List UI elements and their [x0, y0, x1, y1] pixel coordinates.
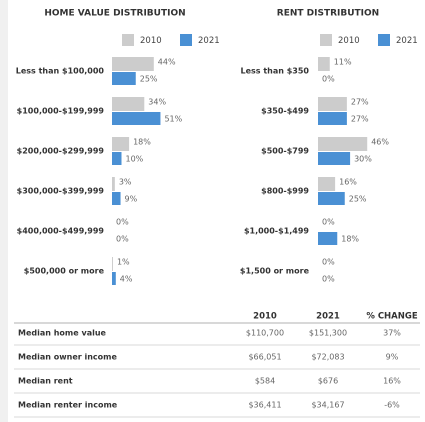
- value-label: 25%: [349, 195, 367, 204]
- value-label: 30%: [354, 155, 372, 164]
- legend-swatch: [180, 34, 192, 46]
- bar: [318, 232, 338, 245]
- row-label: Median rent: [18, 377, 73, 386]
- bar: [112, 97, 145, 111]
- legend-label: 2021: [396, 36, 418, 46]
- table-cell: $72,083: [311, 353, 344, 362]
- table-cell: $34,167: [311, 401, 344, 410]
- legend-label: 2021: [198, 36, 220, 46]
- table-cell: 37%: [383, 329, 401, 338]
- value-label: 25%: [140, 75, 158, 84]
- legend-swatch: [378, 34, 390, 46]
- category-label: Less than $350: [241, 67, 310, 76]
- category-label: $400,000-$499,999: [17, 227, 105, 236]
- bar: [318, 112, 347, 125]
- legend-swatch: [122, 34, 134, 46]
- value-label: 27%: [351, 115, 369, 124]
- value-label: 16%: [339, 178, 357, 187]
- bar: [112, 177, 115, 191]
- category-label: $500,000 or more: [24, 267, 105, 276]
- category-label: $800-$999: [261, 187, 309, 196]
- value-label: 4%: [120, 275, 133, 284]
- row-label: Median renter income: [18, 401, 118, 410]
- table-cell: 9%: [386, 353, 399, 362]
- chart-title: HOME VALUE DISTRIBUTION: [44, 9, 185, 19]
- value-label: 0%: [116, 235, 129, 244]
- bar: [318, 137, 368, 151]
- value-label: 27%: [351, 98, 369, 107]
- bar: [318, 57, 330, 71]
- table-cell: $151,300: [309, 329, 347, 338]
- category-label: $100,000-$199,999: [17, 107, 105, 116]
- bar: [112, 192, 121, 205]
- value-label: 46%: [371, 138, 389, 147]
- value-label: 3%: [119, 178, 132, 187]
- value-label: 0%: [116, 218, 129, 227]
- legend-label: 2010: [140, 36, 162, 46]
- table-cell: $66,051: [248, 353, 281, 362]
- row-label: Median home value: [18, 329, 107, 338]
- category-label: Less than $100,000: [16, 67, 105, 76]
- bar: [112, 72, 136, 85]
- value-label: 1%: [117, 258, 130, 267]
- value-label: 0%: [322, 218, 335, 227]
- category-label: $200,000-$299,999: [17, 147, 105, 156]
- value-label: 10%: [126, 155, 144, 164]
- table-cell: $110,700: [246, 329, 284, 338]
- chart-title: RENT DISTRIBUTION: [277, 9, 379, 19]
- value-label: 0%: [322, 75, 335, 84]
- value-label: 11%: [334, 58, 352, 67]
- legend-swatch: [320, 34, 332, 46]
- table-header: 2010: [253, 312, 277, 322]
- bar: [112, 272, 116, 285]
- value-label: 18%: [133, 138, 151, 147]
- bar: [318, 177, 336, 191]
- table-cell: $36,411: [248, 401, 281, 410]
- left-strip: [0, 0, 8, 422]
- table-header: % CHANGE: [366, 312, 417, 322]
- category-label: $500-$799: [261, 147, 309, 156]
- table-header: 2021: [316, 312, 340, 322]
- table-cell: $676: [318, 377, 338, 386]
- value-label: 51%: [164, 115, 182, 124]
- value-label: 0%: [322, 258, 335, 267]
- legend-label: 2010: [338, 36, 360, 46]
- value-label: 18%: [341, 235, 359, 244]
- table-cell: -6%: [384, 401, 400, 410]
- bar: [318, 97, 347, 111]
- bar: [112, 57, 154, 71]
- value-label: 44%: [158, 58, 176, 67]
- category-label: $300,000-$399,999: [17, 187, 105, 196]
- value-label: 9%: [125, 195, 138, 204]
- bar: [318, 152, 351, 165]
- table-cell: 16%: [383, 377, 401, 386]
- row-label: Median owner income: [18, 353, 117, 362]
- bar: [112, 112, 161, 125]
- bar: [318, 192, 345, 205]
- category-label: $1,500 or more: [240, 267, 310, 276]
- table-cell: $584: [255, 377, 275, 386]
- category-label: $1,000-$1,499: [244, 227, 309, 236]
- category-label: $350-$499: [261, 107, 309, 116]
- bar: [112, 152, 122, 165]
- bar: [112, 137, 130, 151]
- value-label: 0%: [322, 275, 335, 284]
- value-label: 34%: [148, 98, 166, 107]
- bar: [112, 257, 113, 271]
